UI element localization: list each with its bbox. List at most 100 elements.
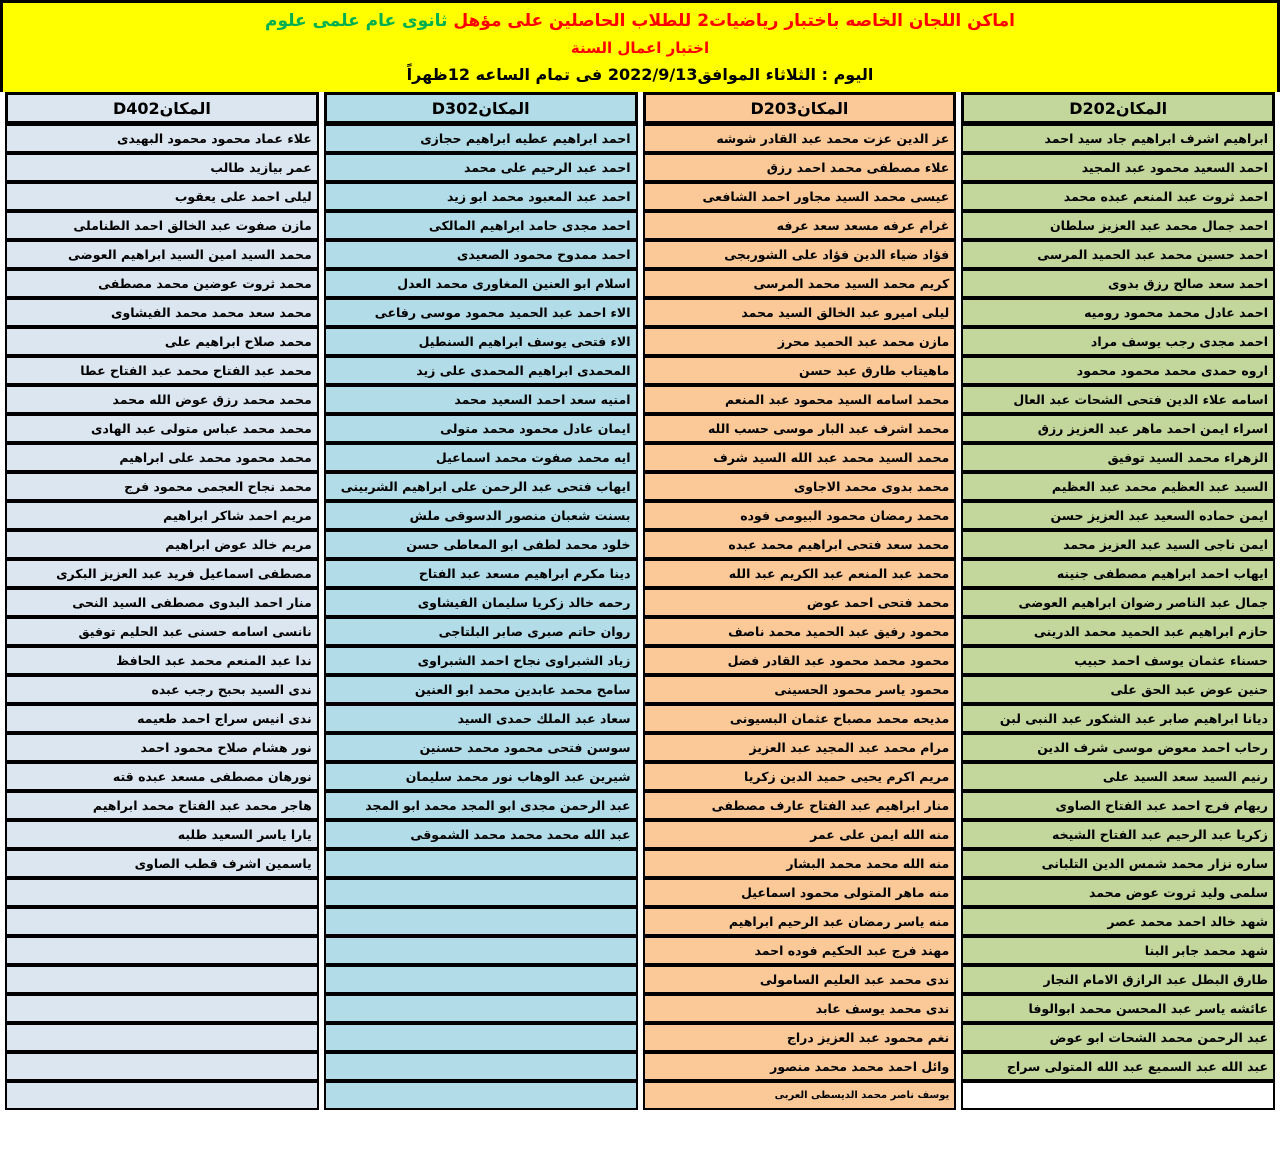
table-row: احمد مجدى رجب يوسف مراد مازن محمد عبد الح… [5,327,1275,356]
banner-title-green: ثانوى عام علمى علوم [264,11,448,31]
table-body: ابراهيم اشرف ابراهيم جاد سيد احمد عز الدي… [5,124,1275,1110]
student-cell-D402: نانسى اسامه حسنى عبد الحليم توفيق [5,617,319,646]
student-cell-D202: ايهاب احمد ابراهيم مصطفى جنينه [961,559,1275,588]
table-row: شهد محمد جابر البنا مهند فرج عبد الحكيم ف… [5,936,1275,965]
student-cell-D203: منه الله محمد محمد البشار [642,849,957,878]
student-cell-D302: زياد الشبراوى نجاح احمد الشبراوى [323,646,638,675]
student-cell-D203: منار ابراهيم عبد الفتاح عارف مصطفى [642,791,957,820]
student-cell-D402 [5,1023,319,1052]
student-cell-D202: حسناء عثمان يوسف احمد حبيب [961,646,1275,675]
table-row: الزهراء محمد السيد توفيق محمد السيد محمد … [5,443,1275,472]
student-cell-D202: ريهام فرج احمد عبد الفتاح الصاوى [961,791,1275,820]
student-cell-D202: جمال عبد الناصر رضوان ابراهيم العوضى [961,588,1275,617]
student-cell-D202: اسامه علاء الدين فتحى الشحات عبد العال [961,385,1275,414]
student-cell-D302 [323,994,638,1023]
student-cell-D202: احمد جمال محمد عبد العزيز سلطان [961,211,1275,240]
student-cell-D402 [5,1081,319,1110]
student-cell-D302: احمد عبد الرحيم على محمد [323,153,638,182]
student-cell-D302: دينا مكرم ابراهيم مسعد عبد الفتاح [323,559,638,588]
student-cell-D202: حازم ابراهيم عبد الحميد محمد الدرينى [961,617,1275,646]
table-row: ايمن ناجى السيد عبد العزيز محمد محمد سعد … [5,530,1275,559]
student-cell-D202: رنيم السيد سعد السيد على [961,762,1275,791]
banner-title-line: اماكن اللجان الخاصه باختبار رياضيات2 للط… [3,11,1277,31]
student-cell-D202: سلمى وليد ثروت عوض محمد [961,878,1275,907]
student-cell-D402: نور هشام صلاح محمود احمد [5,733,319,762]
student-cell-D202: السيد عبد العظيم محمد عبد العظيم [961,472,1275,501]
student-cell-D202: احمد حسين محمد عبد الحميد المرسى [961,240,1275,269]
table-row: اسامه علاء الدين فتحى الشحات عبد العال مح… [5,385,1275,414]
student-cell-D402: منار احمد البدوى مصطفى السيد النحى [5,588,319,617]
student-cell-D202: شهد محمد جابر البنا [961,936,1275,965]
student-cell-D402: محمد عبد الفتاح محمد عبد الفتاح عطا [5,356,319,385]
student-cell-D202: احمد سعد صالح رزق بدوى [961,269,1275,298]
student-cell-D402 [5,878,319,907]
student-cell-D302: امنيه سعد احمد السعيد محمد [323,385,638,414]
student-cell-D203: محمد فتحى احمد عوض [642,588,957,617]
table-row: حازم ابراهيم عبد الحميد محمد الدرينى محمو… [5,617,1275,646]
table-row: احمد حسين محمد عبد الحميد المرسى فؤاد ضيا… [5,240,1275,269]
table-row: السيد عبد العظيم محمد عبد العظيم محمد بدو… [5,472,1275,501]
table-row: احمد السعيد محمود عبد المجيد علاء مصطفى م… [5,153,1275,182]
student-cell-D302: احمد مجدى حامد ابراهيم المالكى [323,211,638,240]
student-cell-D402: مريم احمد شاكر ابراهيم [5,501,319,530]
student-cell-D402: ندا عبد المنعم محمد عبد الحافظ [5,646,319,675]
student-cell-D402: هاجر محمد عبد الفتاح محمد ابراهيم [5,791,319,820]
student-cell-D402: عمر بيازيد طالب [5,153,319,182]
student-cell-D203: علاء مصطفى محمد احمد رزق [642,153,957,182]
student-cell-D302: عبد الرحمن مجدى ابو المجد محمد ابو المجد [323,791,638,820]
student-cell-D202: اروه حمدى محمد محمود محمود [961,356,1275,385]
student-cell-D302: رحمه خالد زكريا سليمان الفيشاوى [323,588,638,617]
student-cell-D202: عبد الرحمن محمد الشحات ابو عوض [961,1023,1275,1052]
committee-locations-table: المكانD202 المكانD203 المكانD302 المكانD402… [0,92,1280,1110]
banner-exam-type: اختبار اعمال السنة [570,39,710,57]
student-cell-D203: مرام محمد عبد المجيد عبد العزيز [642,733,957,762]
student-cell-D202: زكريا عبد الرحيم عبد الفتاح الشيخه [961,820,1275,849]
student-cell-D402: علاء عماد محمود محمود البهيدى [5,124,319,153]
student-cell-D302: المحمدى ابراهيم المحمدى على زيد [323,356,638,385]
student-cell-D203: مازن محمد عبد الحميد محرز [642,327,957,356]
student-cell-D402: مريم خالد عوض ابراهيم [5,530,319,559]
table-row: ديانا ابراهيم صابر عبد الشكور عبد النبى … [5,704,1275,733]
table-row: سلمى وليد ثروت عوض محمد منه ماهر المتولى … [5,878,1275,907]
student-cell-D203: ندى محمد يوسف عابد [642,994,957,1023]
student-cell-D203: مريم اكرم يحيى حميد الدين زكريا [642,762,957,791]
student-cell-D202: احمد السعيد محمود عبد المجيد [961,153,1275,182]
table-row: عبد الرحمن محمد الشحات ابو عوض نغم محمود … [5,1023,1275,1052]
student-cell-D203: محمود رفيق عبد الحميد محمد ناصف [642,617,957,646]
student-cell-D402: ندى انيس سراج احمد طعيمه [5,704,319,733]
student-cell-D203: عيسى محمد السيد مجاور احمد الشافعى [642,182,957,211]
table-row: ريهام فرج احمد عبد الفتاح الصاوى منار ابر… [5,791,1275,820]
table-row: طارق البطل عبد الرازق الامام النجار ندى م… [5,965,1275,994]
student-cell-D402: محمد محمد رزق عوض الله محمد [5,385,319,414]
student-cell-D202: شهد خالد احمد محمد عصر [961,907,1275,936]
student-cell-D302: الاء فتحى يوسف ابراهيم السنطيل [323,327,638,356]
student-cell-D302: ايهاب فتحى عبد الرحمن على ابراهيم الشربي… [323,472,638,501]
student-cell-D402 [5,1052,319,1081]
student-cell-D302: سعاد عبد الملك حمدى السيد [323,704,638,733]
table-row: احمد جمال محمد عبد العزيز سلطان غرام عرفه… [5,211,1275,240]
student-cell-D203: منه الله ايمن على عمر [642,820,957,849]
table-row: جمال عبد الناصر رضوان ابراهيم العوضى محمد… [5,588,1275,617]
student-cell-D203: محمد بدوى محمد الاجاوى [642,472,957,501]
student-cell-D302 [323,1052,638,1081]
student-cell-D203: محمد سعد فتحى ابراهيم محمد عبده [642,530,957,559]
student-cell-D402 [5,965,319,994]
table-head: المكانD202 المكانD203 المكانD302 المكانD402 [5,92,1275,124]
student-cell-D203: محمد اسامه السيد محمود عبد المنعم [642,385,957,414]
student-cell-D202: الزهراء محمد السيد توفيق [961,443,1275,472]
table-row: احمد عادل محمد محمود روميه ليلى اميرو عبد… [5,298,1275,327]
table-row: عبد الله عبد السميع عبد الله المتولى سرا… [5,1052,1275,1081]
student-cell-D302: خلود محمد لطفى ابو المعاطى حسن [323,530,638,559]
student-cell-D302: شيرين عبد الوهاب نور محمد سليمان [323,762,638,791]
student-cell-D202: احمد ثروت عبد المنعم عبده محمد [961,182,1275,211]
student-cell-D202 [961,1081,1275,1110]
student-cell-D402 [5,936,319,965]
student-cell-D402: مصطفى اسماعيل فريد عبد العزيز البكرى [5,559,319,588]
student-cell-D302: عبد الله محمد محمد محمد الشموقى [323,820,638,849]
student-cell-D402: محمد ثروت عوضين محمد مصطفى [5,269,319,298]
table-row: يوسف ناصر محمد الديسطى العربى [5,1081,1275,1110]
student-cell-D203: نغم محمود عبد العزيز دراج [642,1023,957,1052]
table-row: زكريا عبد الرحيم عبد الفتاح الشيخه منه ال… [5,820,1275,849]
student-cell-D302: بسنت شعبان منصور الدسوقى ملش [323,501,638,530]
student-cell-D302: ايمان عادل محمود محمد متولى [323,414,638,443]
